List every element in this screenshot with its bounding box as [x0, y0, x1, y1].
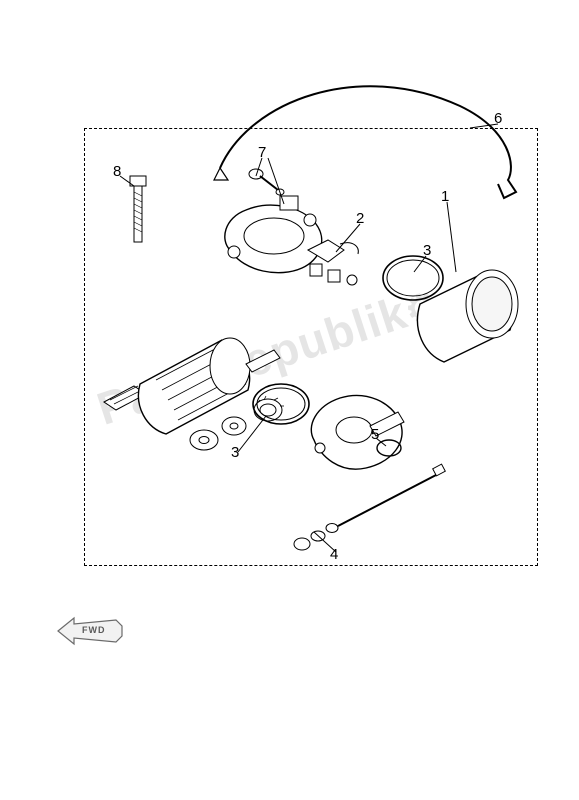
callout-5: 5 [371, 426, 379, 443]
callout-3a: 3 [423, 242, 431, 259]
callout-7: 7 [258, 144, 266, 161]
callout-8: 8 [113, 163, 121, 180]
callout-2: 2 [356, 210, 364, 227]
callout-1: 1 [441, 188, 449, 205]
leader-lines [0, 0, 579, 800]
callout-3b: 3 [231, 444, 239, 461]
diagram-canvas: PartsRepublik⚙ FWD [0, 0, 579, 800]
callout-4: 4 [330, 546, 338, 563]
callout-6: 6 [494, 110, 502, 127]
